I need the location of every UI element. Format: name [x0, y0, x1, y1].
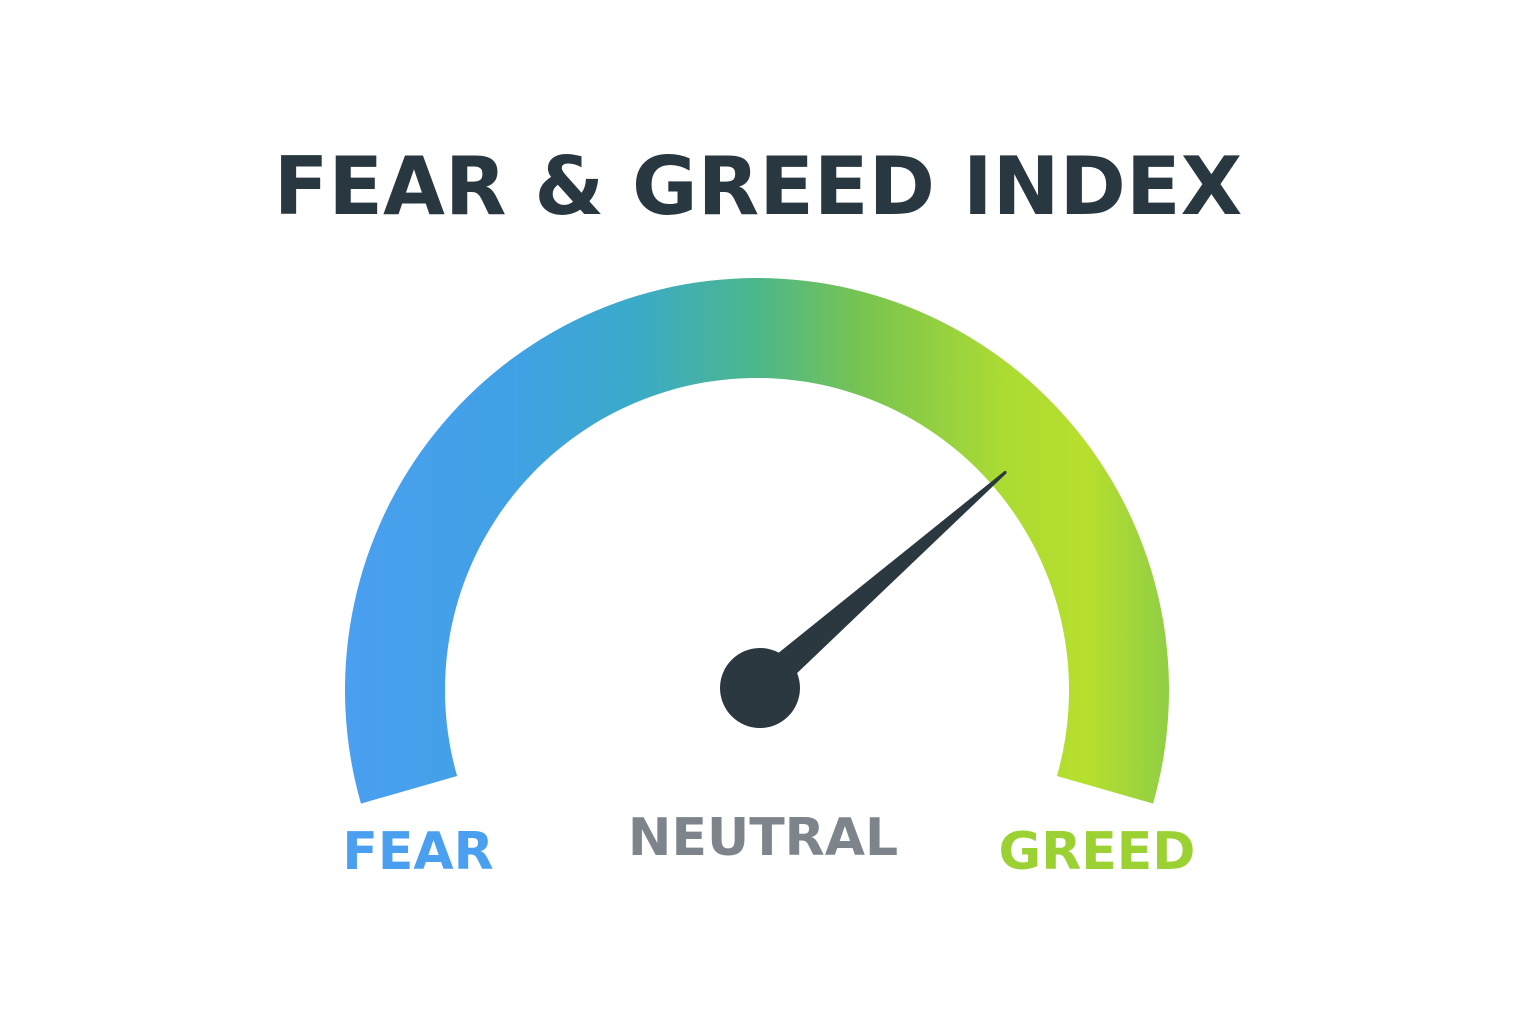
- gauge-needle-group: [720, 471, 1007, 728]
- greed-label: GREED: [999, 822, 1196, 882]
- neutral-label: NEUTRAL: [628, 808, 898, 868]
- fear-label: FEAR: [342, 822, 493, 882]
- gauge-arc: [344, 277, 1169, 804]
- needle-hub: [720, 648, 800, 728]
- chart-title: FEAR & GREED INDEX: [274, 140, 1243, 233]
